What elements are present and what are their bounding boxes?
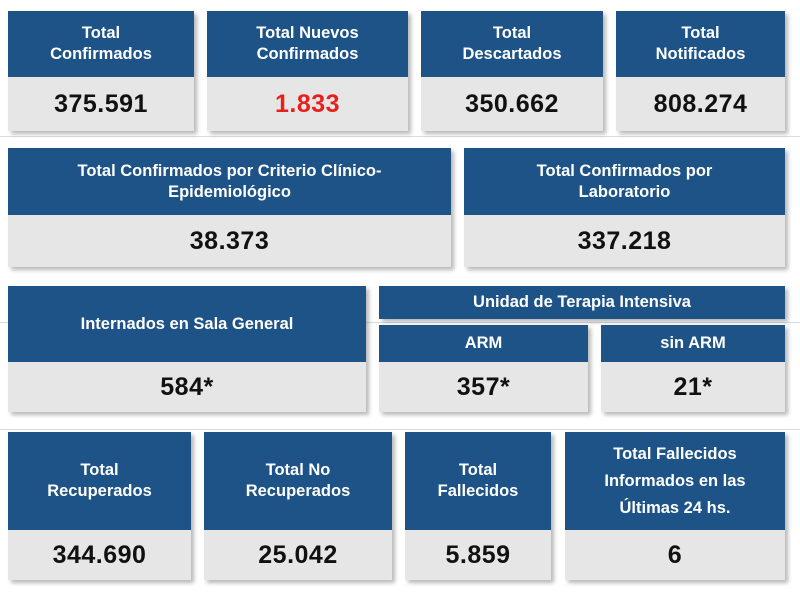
card-label: Total Notificados	[616, 11, 785, 77]
card-label: Internados en Sala General	[8, 286, 366, 362]
divider	[0, 322, 800, 323]
card-total-notificados: Total Notificados 808.274	[616, 11, 785, 131]
card-value: 5.859	[405, 530, 551, 580]
card-value: 6	[565, 530, 785, 580]
card-uti-sin-arm: sin ARM 21*	[601, 325, 785, 412]
card-label: Total Confirmados por Laboratorio	[464, 148, 785, 215]
card-total-confirmados: Total Confirmados 375.591	[8, 11, 194, 131]
card-value: 808.274	[616, 77, 785, 131]
card-value: 350.662	[421, 77, 603, 131]
card-total-nuevos-confirmados: Total Nuevos Confirmados 1.833	[207, 11, 408, 131]
card-value: 1.833	[207, 77, 408, 131]
card-label: Total Nuevos Confirmados	[207, 11, 408, 77]
card-value: 584*	[8, 362, 366, 412]
card-label: Total Confirmados	[8, 11, 194, 77]
card-total-fallecidos: Total Fallecidos 5.859	[405, 432, 551, 580]
card-total-descartados: Total Descartados 350.662	[421, 11, 603, 131]
card-label: Total Fallecidos	[405, 432, 551, 530]
card-label: Total Recuperados	[8, 432, 191, 530]
card-fallecidos-ultimas-24hs: Total Fallecidos Informados en las Últim…	[565, 432, 785, 580]
card-value: 357*	[379, 362, 588, 412]
card-confirmados-laboratorio: Total Confirmados por Laboratorio 337.21…	[464, 148, 785, 267]
card-value: 21*	[601, 362, 785, 412]
card-value: 344.690	[8, 530, 191, 580]
uti-title: Unidad de Terapia Intensiva	[379, 286, 785, 319]
divider	[0, 136, 800, 137]
card-value: 38.373	[8, 215, 451, 267]
card-label: Total No Recuperados	[204, 432, 392, 530]
uti-title-bar: Unidad de Terapia Intensiva	[379, 286, 785, 319]
divider	[0, 429, 800, 430]
card-internados-sala-general: Internados en Sala General 584*	[8, 286, 366, 412]
card-value: 375.591	[8, 77, 194, 131]
card-uti-arm: ARM 357*	[379, 325, 588, 412]
card-label: Total Confirmados por Criterio Clínico- …	[8, 148, 451, 215]
card-value: 337.218	[464, 215, 785, 267]
card-total-no-recuperados: Total No Recuperados 25.042	[204, 432, 392, 580]
card-label: ARM	[379, 325, 588, 362]
card-total-recuperados: Total Recuperados 344.690	[8, 432, 191, 580]
card-label: Total Fallecidos Informados en las Últim…	[565, 432, 785, 530]
card-confirmados-criterio-clinico: Total Confirmados por Criterio Clínico- …	[8, 148, 451, 267]
card-label: sin ARM	[601, 325, 785, 362]
card-label: Total Descartados	[421, 11, 603, 77]
card-value: 25.042	[204, 530, 392, 580]
